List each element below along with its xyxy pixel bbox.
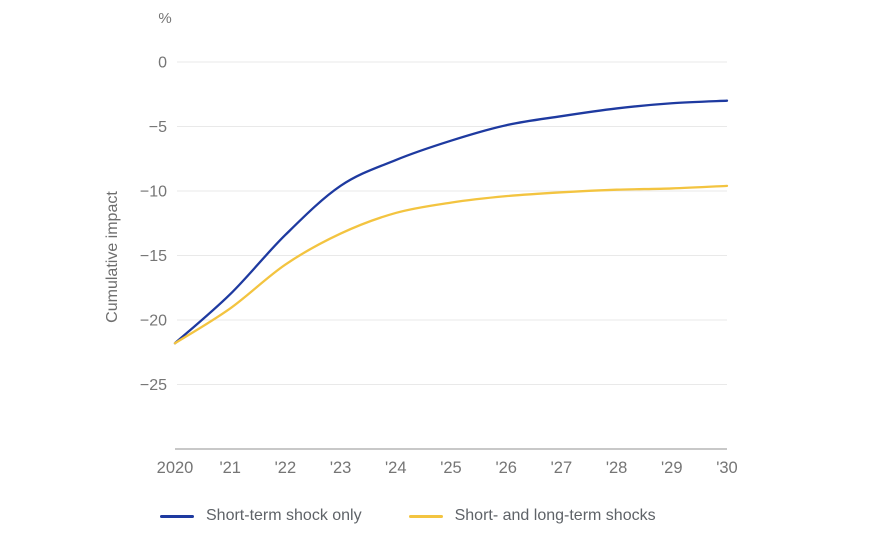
legend-label: Short- and long-term shocks xyxy=(454,507,656,524)
y-tick-label: −10 xyxy=(140,184,167,201)
y-tick-label: 0 xyxy=(158,55,167,72)
y-tick-label: −20 xyxy=(140,313,167,330)
x-tick-label: '25 xyxy=(440,459,462,477)
x-tick-label: '26 xyxy=(495,459,517,477)
y-tick-label: −15 xyxy=(140,248,167,265)
legend-item: Short-term shock only xyxy=(160,507,362,525)
y-axis-unit-label: % xyxy=(158,10,172,27)
x-tick-label: '24 xyxy=(385,459,407,477)
x-tick-label: '29 xyxy=(661,459,683,477)
x-tick-label: '23 xyxy=(330,459,352,477)
y-tick-label: −5 xyxy=(149,119,167,136)
x-tick-label: '30 xyxy=(716,459,738,477)
legend-item: Short- and long-term shocks xyxy=(408,507,656,525)
series-line-short-and-long-term xyxy=(173,184,729,345)
series-line-short-term xyxy=(173,99,729,345)
x-tick-label: 2020 xyxy=(157,459,194,477)
line-chart-plot: 0 −5 −10 −15 −20 −25 2020 '21 '22 '23 '24 '25 '26 '27… xyxy=(140,55,738,478)
legend-swatch-line-icon xyxy=(160,514,194,518)
y-tick-label: −25 xyxy=(140,377,167,394)
legend-swatch-line-icon xyxy=(408,514,443,518)
x-tick-label: '22 xyxy=(275,459,297,477)
x-tick-label: '28 xyxy=(606,459,628,477)
x-tick-label: '27 xyxy=(551,459,573,477)
x-tick-label: '21 xyxy=(219,459,241,477)
y-axis-title: Cumulative impact xyxy=(104,191,121,323)
legend-label: Short-term shock only xyxy=(206,507,362,524)
chart-legend: Short-term shock only Short- and long-ter… xyxy=(160,507,656,525)
